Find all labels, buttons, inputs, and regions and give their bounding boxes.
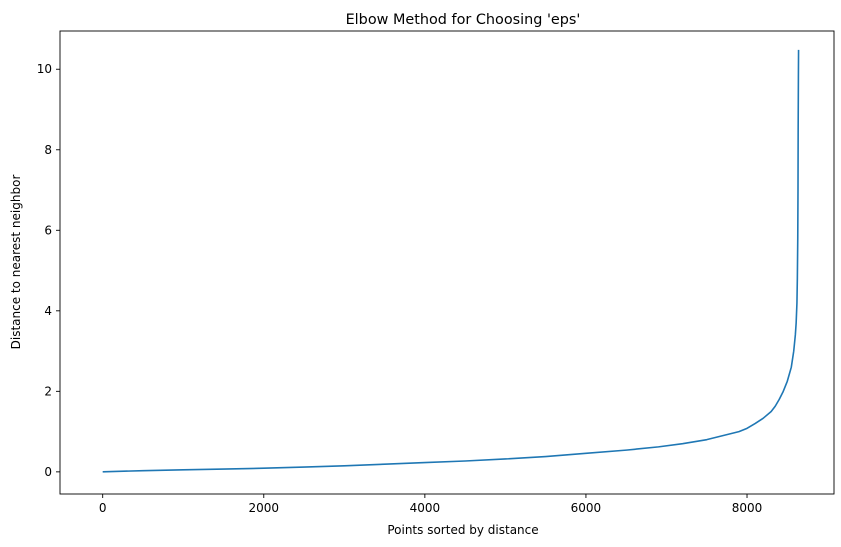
x-axis-label: Points sorted by distance <box>387 523 538 537</box>
y-tick-label: 6 <box>44 223 52 237</box>
x-tick-label: 8000 <box>732 501 763 515</box>
y-tick-label: 2 <box>44 384 52 398</box>
axes-frame <box>59 30 835 495</box>
y-tick-label: 4 <box>44 304 52 318</box>
y-tick-label: 0 <box>44 465 52 479</box>
series-line-0 <box>102 49 800 473</box>
y-axis-label: Distance to nearest neighbor <box>9 175 23 350</box>
chart-title: Elbow Method for Choosing 'eps' <box>346 12 581 28</box>
x-tick-label: 6000 <box>571 501 602 515</box>
x-tick-label: 0 <box>99 501 107 515</box>
x-tick-label: 2000 <box>248 501 279 515</box>
plot-area: 0 2000 4000 6000 8000 0 2 4 6 8 10 <box>37 30 835 515</box>
x-tick-label: 4000 <box>410 501 441 515</box>
y-tick-label: 10 <box>37 62 52 76</box>
y-tick-label: 8 <box>44 143 52 157</box>
